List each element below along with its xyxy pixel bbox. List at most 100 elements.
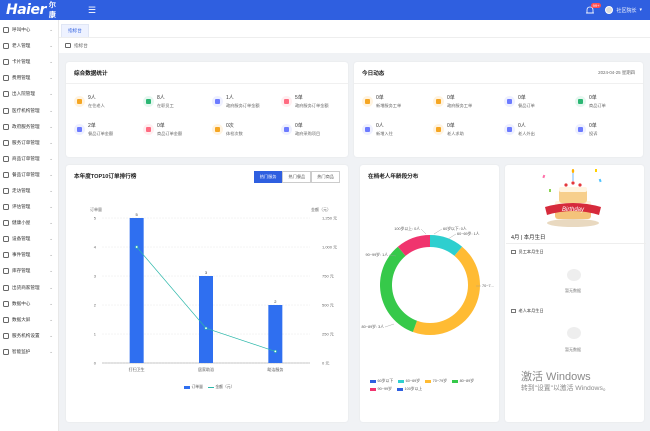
sidebar-item[interactable]: 智能监护 ⌄ [0, 344, 58, 360]
sidebar-item[interactable]: 服务机构设置 ⌄ [0, 328, 58, 344]
donut-slice[interactable] [380, 246, 418, 332]
sidebar-item[interactable]: 出货商家管理 ⌄ [0, 280, 58, 296]
stat-item[interactable]: 0单 政府采购项目 [281, 122, 320, 137]
sidebar-item[interactable]: 老人管理 ⌄ [0, 38, 58, 54]
stat-item[interactable]: 8人 在职员工 [143, 94, 174, 109]
line-point[interactable] [135, 245, 139, 249]
username: 社区院长 [616, 7, 637, 14]
health-icon [3, 220, 9, 227]
chevron-down-icon: ⌄ [49, 204, 53, 210]
sidebar-item[interactable]: 数据大屏 ⌄ [0, 312, 58, 328]
stat-item[interactable]: 0单 投诉 [575, 122, 597, 137]
stat-icon [281, 95, 292, 107]
stat-icon [504, 123, 515, 135]
x-tick-label: 助洁服务 [267, 366, 283, 372]
sidebar-item[interactable]: 商品订单管理 ⌄ [0, 151, 58, 167]
user-menu[interactable]: 社区院长 ▾ [605, 6, 642, 14]
sidebar-item-label: 卡片管理 [12, 59, 31, 65]
data-icon [3, 300, 9, 307]
chevron-down-icon: ⌄ [49, 91, 53, 97]
stat-item[interactable]: 0单 餐品订单 [504, 94, 535, 109]
sidebar-item[interactable]: 库存管理 ⌄ [0, 263, 58, 279]
home-icon[interactable] [65, 43, 71, 48]
bar-value-label: 2 [274, 299, 277, 304]
bar-mark[interactable] [268, 305, 283, 363]
donut-slice[interactable] [412, 246, 480, 335]
y-tick-left: 4 [94, 245, 97, 250]
chevron-down-icon: ⌄ [49, 43, 53, 49]
ranking-legend: 订单量 金额（元） [184, 385, 234, 390]
sidebar-item[interactable]: 呼叫中心 ⌄ [0, 22, 58, 38]
filter-tab[interactable]: 热门商品 [311, 171, 340, 183]
chevron-down-icon: ⌄ [49, 187, 53, 193]
chevron-down-icon: ⌄ [49, 220, 53, 226]
sidebar-item[interactable]: 费用管理 ⌄ [0, 70, 58, 86]
age-legend-item[interactable]: 100岁以上 [396, 387, 422, 392]
notification-bell-icon[interactable]: 99+ [585, 2, 602, 15]
age-legend-item[interactable]: 90~99岁 [370, 387, 392, 392]
inventory-icon [3, 268, 9, 275]
menu-collapse-icon[interactable]: ☰ [88, 4, 97, 15]
stat-label: 餐品订单金额 [88, 130, 114, 136]
stat-icon [74, 95, 85, 107]
sidebar-item[interactable]: 健康小屋 ⌄ [0, 215, 58, 231]
line-point[interactable] [204, 326, 208, 330]
stat-label: 政府服务工单 [447, 102, 473, 108]
stat-item[interactable]: 9人 在住老人 [74, 94, 105, 109]
stat-value: 0人 [518, 123, 526, 129]
stat-item[interactable]: 0单 商品订单 [575, 94, 606, 109]
filter-tab[interactable]: 热门餐品 [282, 171, 312, 183]
bar-mark[interactable] [129, 218, 144, 363]
bar-mark[interactable] [199, 276, 213, 363]
stat-item[interactable]: 0次 体检次数 [212, 122, 243, 137]
cake-banner-text: Birthday [562, 207, 585, 213]
sidebar-item-label: 数据中心 [12, 300, 31, 306]
chevron-down-icon: ⌄ [49, 139, 53, 145]
legend-amount[interactable]: 金额（元） [207, 385, 234, 390]
stat-item[interactable]: 0单 新增服务工单 [362, 94, 401, 109]
sidebar-item[interactable]: 评估管理 ⌄ [0, 199, 58, 215]
filter-tab[interactable]: 热门服务 [253, 171, 283, 183]
sidebar-item[interactable]: 设备管理 ⌄ [0, 231, 58, 247]
sidebar-item[interactable]: 数据中心 ⌄ [0, 296, 58, 312]
sidebar-item[interactable]: 走访管理 ⌄ [0, 183, 58, 199]
sidebar-item[interactable]: 餐品订单管理 ⌄ [0, 167, 58, 183]
bar-value-label: 5 [136, 212, 139, 217]
stat-item[interactable]: 1人 政府服务订单金额 [212, 94, 260, 109]
assessment-icon [3, 204, 9, 211]
sidebar-item[interactable]: 医疗机构管理 ⌄ [0, 102, 58, 118]
age-legend-item[interactable]: 80~89岁 [452, 379, 474, 384]
stat-item[interactable]: 5单 政府服务订单金额 [281, 94, 329, 109]
legend-orders[interactable]: 订单量 [184, 385, 203, 390]
stat-label: 餐品订单 [518, 102, 535, 108]
sidebar-item[interactable]: 卡片管理 ⌄ [0, 54, 58, 70]
stat-item[interactable]: 0单 老人求助 [433, 122, 464, 137]
staff-empty-text: 暂无数据 [565, 288, 581, 293]
sidebar-item-label: 出入院管理 [12, 91, 35, 97]
elder-icon [511, 308, 516, 314]
stat-value: 0单 [447, 123, 455, 129]
age-legend-item[interactable]: 60~69岁 [398, 379, 420, 384]
screen-icon [3, 316, 9, 323]
y-tick-right: 0 元 [322, 361, 329, 366]
donut-slice[interactable] [397, 235, 430, 256]
donut-slice[interactable] [430, 235, 463, 256]
stat-item[interactable]: 0单 商品订单金额 [143, 122, 182, 137]
hospital-icon [3, 107, 9, 114]
stat-label: 在职员工 [157, 102, 174, 108]
sidebar-item[interactable]: 事件管理 ⌄ [0, 247, 58, 263]
device-icon [3, 236, 9, 243]
bar-value-label: 3 [205, 270, 208, 275]
stat-item[interactable]: 2单 餐品订单金额 [74, 122, 113, 137]
line-point[interactable] [273, 349, 277, 353]
age-legend-item[interactable]: 60岁以下 [370, 379, 393, 384]
sidebar-item[interactable]: 政府服务管理 ⌄ [0, 119, 58, 135]
tab-dashboard[interactable]: 指标台 [61, 24, 89, 37]
stat-item[interactable]: 0单 政府服务工单 [433, 94, 472, 109]
stat-item[interactable]: 0人 新增入住 [362, 122, 393, 137]
stat-item[interactable]: 0人 老人外出 [504, 122, 535, 137]
sidebar-item[interactable]: 出入院管理 ⌄ [0, 86, 58, 102]
sidebar-item[interactable]: 服务订单管理 ⌄ [0, 135, 58, 151]
age-legend-item[interactable]: 70~79岁 [425, 379, 447, 384]
y-tick-right: 250 元 [322, 332, 334, 337]
